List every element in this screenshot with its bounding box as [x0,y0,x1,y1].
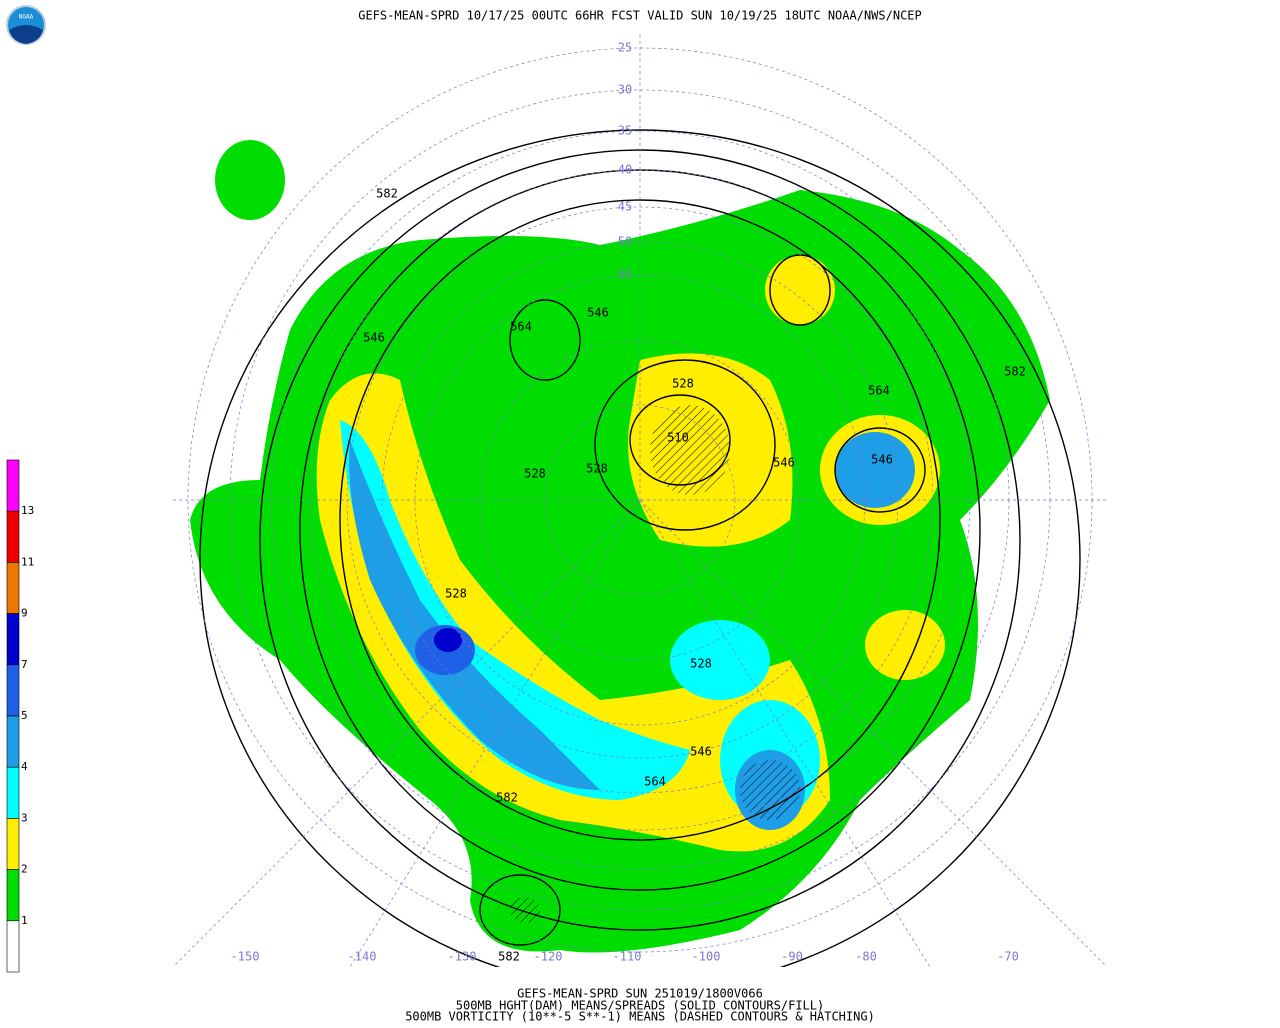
colorbar-swatch [6,562,20,614]
contour-label: 546 [871,453,893,467]
longitude-label: -70 [997,950,1019,964]
title: GEFS-MEAN-SPRD 10/17/25 00UTC 66HR FCST … [358,9,922,23]
latitude-label: 40 [618,163,632,177]
colorbar-swatch [6,613,20,666]
colorbar-label: 7 [21,658,28,671]
contour-label: 528 [524,467,546,481]
footer-line: 500MB HGHT(DAM) MEANS/SPREADS (SOLID CON… [456,999,824,1013]
contour-label: 582 [1004,365,1026,379]
contour-label: 510 [667,431,689,445]
latlon-grid [173,33,1107,967]
longitude-label: -80 [855,950,877,964]
colorbar-label: 3 [21,811,28,824]
colorbar-swatch [6,869,20,922]
contour-label: 546 [363,331,385,345]
colorbar-label: 2 [21,863,28,876]
colorbar-swatch [6,715,20,768]
contour-label: 564 [510,320,532,334]
colorbar-swatch [6,920,20,973]
contour-label: 546 [587,306,609,320]
longitude-label: -100 [692,950,721,964]
colorbar-swatch [6,510,20,563]
longitude-label: -120 [534,950,563,964]
colorbar-swatch [6,818,20,870]
colorbar-label: 11 [21,555,34,568]
longitude-label: -140 [348,950,377,964]
contour-label: 528 [690,657,712,671]
colorbar-swatch [6,766,20,819]
colorbar-swatch [6,459,20,512]
longitude-label: -110 [613,950,642,964]
footer-line: GEFS-MEAN-SPRD SUN 251019/1800V066 [517,987,763,1001]
map [173,33,1107,967]
latitude-label: 55 [618,268,632,282]
latitude-label: 30 [618,83,632,97]
latitude-label: 35 [618,124,632,138]
contour-label: 564 [868,384,890,398]
spread-fill [190,140,1050,953]
contour-label: 582 [498,950,520,964]
footer-line: 500MB VORTICITY (10**-5 S**-1) MEANS (DA… [405,1010,875,1024]
latitude-label: 50 [618,235,632,249]
logo-text: NOAA [19,14,34,21]
contour-label: 546 [690,745,712,759]
contour-label: 528 [445,587,467,601]
colorbar-label: 5 [21,709,28,722]
contour-label: 546 [773,456,795,470]
colorbar-label: 13 [21,504,34,517]
contour-label: 528 [672,377,694,391]
contour-label: 528 [586,462,608,476]
colorbar-label: 9 [21,607,28,620]
longitude-label: -150 [231,950,260,964]
longitude-label: -130 [448,950,477,964]
longitude-label: -90 [781,950,803,964]
contour-label: 564 [644,775,666,789]
latitude-label: 25 [618,41,632,55]
colorbar-swatch [6,664,20,717]
noaa-logo: NOAA [6,5,46,45]
contour-label: 582 [376,187,398,201]
latitude-label: 45 [618,200,632,214]
contour-label: 582 [496,791,518,805]
colorbar-label: 4 [21,760,28,773]
colorbar-label: 1 [21,914,28,927]
